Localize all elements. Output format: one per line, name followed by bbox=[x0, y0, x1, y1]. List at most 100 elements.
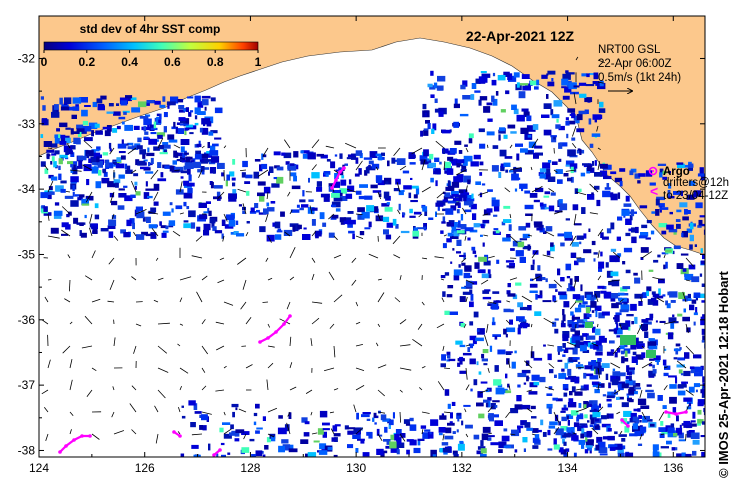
sst-data-cell bbox=[475, 181, 481, 185]
sst-data-cell bbox=[464, 265, 471, 272]
sst-data-cell bbox=[136, 234, 144, 240]
sst-data-cell bbox=[701, 300, 706, 303]
current-model-label: NRT00 GSL bbox=[598, 44, 661, 56]
sst-data-cell bbox=[348, 231, 355, 234]
sst-data-cell bbox=[374, 422, 376, 424]
sst-data-cell bbox=[544, 196, 550, 198]
sst-data-cell bbox=[510, 131, 516, 134]
sst-data-cell bbox=[387, 202, 390, 205]
sst-data-cell bbox=[137, 161, 145, 166]
sst-data-cell bbox=[72, 185, 74, 191]
sst-data-cell bbox=[471, 247, 475, 251]
sst-data-cell bbox=[61, 189, 66, 193]
sst-data-cell bbox=[455, 341, 462, 345]
sst-data-cell bbox=[347, 220, 356, 225]
sst-data-cell bbox=[163, 212, 171, 216]
sst-data-cell bbox=[65, 224, 71, 229]
sst-data-cell bbox=[352, 234, 355, 240]
sst-data-cell bbox=[478, 269, 486, 273]
sst-data-cell bbox=[147, 100, 156, 103]
sst-data-cell bbox=[647, 393, 655, 399]
sst-data-cell bbox=[619, 168, 625, 172]
sst-data-cell bbox=[674, 232, 677, 235]
sst-data-cell bbox=[383, 217, 389, 222]
sst-data-cell bbox=[612, 379, 619, 385]
sst-data-cell bbox=[684, 309, 687, 313]
sst-data-cell bbox=[531, 265, 535, 270]
sst-data-cell bbox=[459, 255, 466, 257]
sst-data-cell bbox=[554, 438, 557, 445]
sst-data-cell bbox=[393, 219, 397, 226]
sst-data-cell bbox=[276, 177, 283, 184]
sst-data-cell bbox=[289, 448, 298, 452]
sst-data-cell bbox=[512, 362, 516, 369]
sst-data-cell bbox=[376, 449, 384, 455]
sst-data-cell bbox=[435, 99, 438, 104]
sst-data-cell bbox=[51, 112, 59, 118]
sst-data-cell bbox=[122, 139, 124, 144]
sst-data-cell bbox=[676, 219, 681, 222]
sst-data-cell bbox=[689, 305, 694, 311]
sst-data-cell bbox=[480, 162, 484, 166]
sst-data-cell bbox=[626, 270, 631, 274]
sst-data-cell bbox=[107, 112, 114, 114]
sst-data-cell bbox=[439, 162, 442, 165]
sst-data-cell bbox=[381, 153, 385, 157]
sst-data-cell bbox=[522, 437, 527, 442]
sst-data-cell bbox=[67, 161, 73, 164]
sst-data-cell bbox=[503, 329, 507, 335]
sst-data-cell bbox=[524, 383, 526, 385]
sst-data-cell bbox=[562, 354, 565, 357]
sst-data-cell bbox=[601, 415, 607, 419]
sst-data-cell bbox=[633, 423, 638, 429]
lon-tick-label: 130 bbox=[346, 461, 366, 475]
sst-data-cell bbox=[165, 226, 168, 230]
sst-data-cell bbox=[183, 202, 186, 206]
sst-data-cell bbox=[384, 192, 390, 199]
sst-data-cell bbox=[410, 424, 417, 431]
sst-data-cell bbox=[399, 204, 401, 211]
sst-data-cell bbox=[558, 292, 566, 296]
sst-data-cell bbox=[444, 311, 449, 315]
sst-data-cell bbox=[665, 301, 668, 306]
sst-data-cell bbox=[482, 434, 488, 441]
sst-data-cell bbox=[184, 220, 189, 222]
sst-data-cell bbox=[443, 216, 446, 222]
sst-data-cell bbox=[668, 332, 673, 339]
sst-data-cell bbox=[668, 375, 677, 377]
sst-data-cell bbox=[54, 135, 57, 139]
sst-data-cell bbox=[420, 131, 423, 137]
sst-data-cell bbox=[572, 357, 579, 360]
sst-data-cell bbox=[608, 281, 614, 285]
drifter-position bbox=[626, 424, 630, 428]
sst-data-cell bbox=[445, 208, 453, 215]
sst-high-variance-patch bbox=[646, 350, 656, 358]
sst-data-cell bbox=[564, 173, 569, 177]
sst-data-cell bbox=[232, 189, 236, 193]
sst-data-cell bbox=[105, 130, 111, 136]
sst-data-cell bbox=[59, 155, 67, 158]
sst-data-cell bbox=[82, 204, 90, 206]
sst-data-cell bbox=[644, 332, 648, 338]
sst-data-cell bbox=[517, 373, 526, 377]
sst-data-cell bbox=[193, 162, 201, 168]
sst-data-cell bbox=[230, 424, 234, 429]
sst-data-cell bbox=[471, 194, 473, 199]
sst-data-cell bbox=[657, 361, 659, 365]
sst-data-cell bbox=[458, 444, 465, 451]
sst-data-cell bbox=[678, 391, 686, 396]
sst-data-cell bbox=[529, 391, 538, 395]
sst-data-cell bbox=[622, 383, 629, 388]
sst-data-cell bbox=[688, 298, 692, 301]
sst-data-cell bbox=[256, 210, 260, 213]
sst-data-cell bbox=[614, 431, 618, 434]
sst-data-cell bbox=[561, 369, 564, 372]
sst-data-cell bbox=[173, 122, 175, 128]
sst-data-cell bbox=[663, 360, 667, 366]
sst-data-cell bbox=[385, 181, 388, 184]
sst-data-cell bbox=[469, 302, 474, 308]
sst-data-cell bbox=[681, 382, 688, 384]
sst-data-cell bbox=[366, 432, 372, 436]
lon-tick-label: 126 bbox=[135, 461, 155, 475]
